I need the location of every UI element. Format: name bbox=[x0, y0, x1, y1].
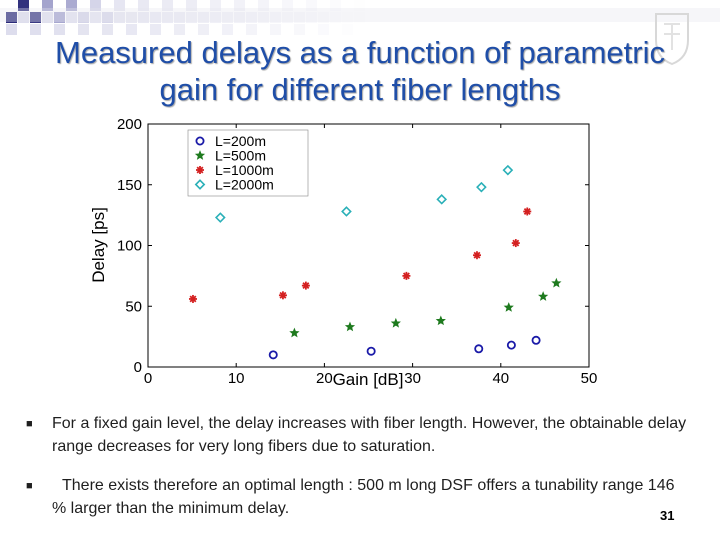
data-point-l-2000m bbox=[214, 212, 226, 223]
bullet-marker-2: ■ bbox=[26, 480, 33, 492]
slide-title: Measured delays as a function of paramet… bbox=[30, 34, 690, 108]
legend-entry-label: L=500m bbox=[215, 148, 266, 164]
slide-title-line-1: Measured delays as a function of paramet… bbox=[55, 35, 665, 70]
data-point-l-1000m bbox=[511, 239, 520, 248]
data-point-l-2000m bbox=[436, 193, 448, 205]
y-tick-label: 50 bbox=[125, 298, 142, 315]
data-point-l-500m bbox=[435, 315, 446, 326]
data-point-l-500m bbox=[390, 317, 401, 328]
data-point-l-500m bbox=[344, 321, 356, 332]
slide-title-line-2: gain for different fiber lengths bbox=[159, 72, 561, 107]
bullet-text-1: For a fixed gain level, the delay increa… bbox=[52, 415, 687, 455]
data-point-l-1000m bbox=[523, 207, 532, 216]
data-point-l-2000m bbox=[341, 206, 352, 217]
y-tick-label: 100 bbox=[117, 238, 142, 255]
legend-entry-label: L=2000m bbox=[215, 177, 274, 193]
x-tick-label: 20 bbox=[316, 370, 333, 387]
legend-marker bbox=[194, 150, 206, 160]
y-tick-label: 0 bbox=[134, 359, 142, 376]
y-tick-label: 150 bbox=[117, 177, 142, 194]
y-axis-label: Delay [ps] bbox=[89, 207, 108, 283]
legend-entry-label: L=200m bbox=[215, 133, 266, 149]
x-tick-label: 40 bbox=[492, 370, 509, 387]
header-decoration bbox=[0, 0, 720, 35]
bullet-text-2: There exists therefore an optimal length… bbox=[52, 477, 675, 517]
data-point-l-200m bbox=[366, 346, 376, 356]
data-point-l-500m bbox=[551, 277, 562, 288]
data-point-l-1000m bbox=[278, 291, 287, 300]
data-point-l-1000m bbox=[188, 294, 197, 303]
y-tick-label: 200 bbox=[117, 116, 142, 133]
data-point-l-2000m bbox=[476, 181, 487, 193]
data-point-l-1000m bbox=[472, 251, 481, 260]
data-point-l-2000m bbox=[502, 164, 514, 176]
x-axis-label: Gain [dB] bbox=[333, 370, 404, 389]
bullet-marker-1: ■ bbox=[26, 418, 33, 430]
legend-marker bbox=[196, 166, 204, 174]
data-point-l-500m bbox=[289, 327, 300, 338]
data-point-l-200m bbox=[268, 350, 278, 360]
legend-marker bbox=[195, 136, 205, 146]
delay-vs-gain-scatter-chart: 0 10 20 30 40 50 0 50 100 150 200 L=200mL=500mL=10… bbox=[89, 116, 598, 389]
legend-marker bbox=[194, 179, 206, 190]
page-number: 31 bbox=[660, 508, 675, 523]
data-point-l-200m bbox=[506, 340, 516, 350]
x-tick-label: 10 bbox=[228, 370, 245, 387]
data-point-l-1000m bbox=[301, 281, 310, 290]
legend-entry-label: L=1000m bbox=[215, 162, 274, 178]
data-point-l-1000m bbox=[402, 271, 411, 280]
legend-box bbox=[187, 129, 309, 197]
x-tick-label: 50 bbox=[581, 370, 598, 387]
x-tick-label: 30 bbox=[404, 370, 421, 387]
data-point-l-500m bbox=[503, 302, 514, 312]
data-point-l-200m bbox=[474, 344, 484, 354]
data-point-l-500m bbox=[538, 291, 549, 301]
data-point-l-200m bbox=[531, 335, 541, 345]
university-crest-logo bbox=[655, 13, 689, 66]
x-tick-label: 0 bbox=[144, 370, 152, 387]
